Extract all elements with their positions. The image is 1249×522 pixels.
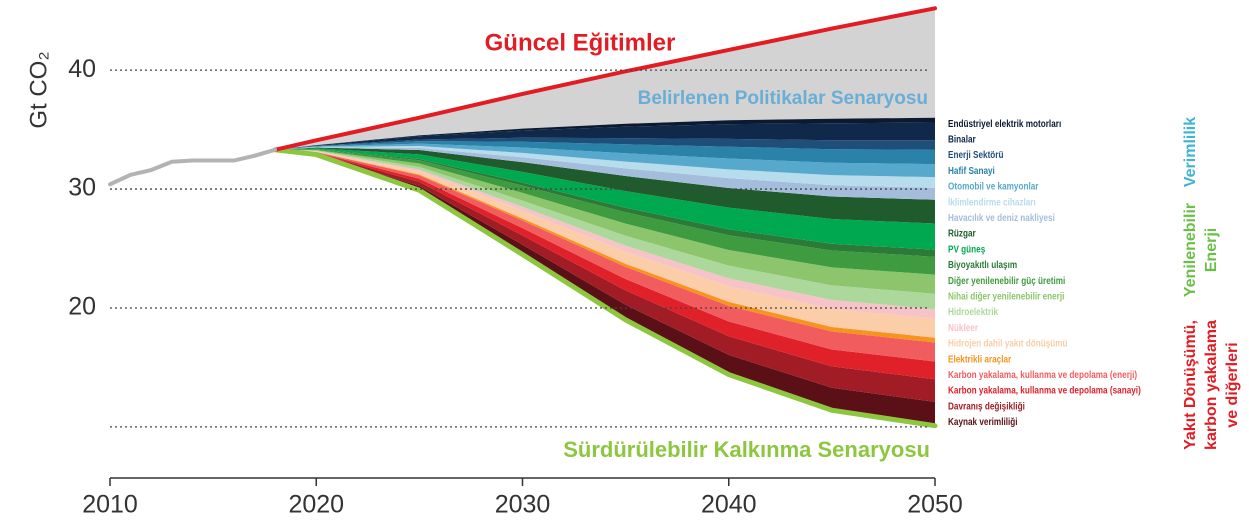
legend-label: Hafif Sanayi [948, 164, 995, 176]
wedge [275, 141, 935, 165]
legend-label: Otomobil ve kamyonlar [948, 180, 1039, 192]
legend-label: Rüzgar [948, 227, 976, 239]
wedge [275, 122, 935, 150]
x-tick-label: 2050 [907, 491, 963, 519]
legend-label: Karbon yakalama, kullanma ve depolama (s… [948, 384, 1141, 396]
wedge [275, 143, 935, 178]
x-tick-label: 2020 [288, 491, 344, 519]
sustainable-label: Sürdürülebilir Kalkınma Senaryosu [563, 437, 930, 462]
wedge [275, 149, 935, 275]
legend-label: Enerji Sektörü [948, 148, 1004, 160]
y-axis-label: Gt CO₂ [25, 51, 52, 128]
group-label: Enerji [1203, 228, 1220, 272]
wedge [275, 149, 935, 362]
legend-label: Biyoyakıtlı ulaşım [948, 258, 1017, 270]
legend-label: Diğer yenilenebilir güç üretimi [948, 274, 1065, 286]
group-label: karbon yakalama [1203, 320, 1220, 450]
wedge [275, 147, 935, 200]
group-label: Yakıt Dönüşümü, [1182, 320, 1199, 450]
history-line [108, 147, 277, 187]
current-trends-line [273, 6, 937, 152]
wedge [275, 117, 935, 150]
wedge [275, 149, 935, 294]
group-label: Verimlilik [1182, 117, 1199, 187]
x-tick-label: 2010 [82, 491, 138, 519]
wedge [275, 137, 935, 150]
y-tick-label: 30 [68, 174, 96, 202]
legend-label: İklimlendirme cihazları [948, 195, 1036, 207]
legend-label: Karbon yakalama, kullanma ve depolama (e… [948, 368, 1137, 380]
legend-label: Endüstriyel elektrik motorları [948, 117, 1061, 129]
x-tick-label: 2040 [701, 491, 757, 519]
legend-label: Nihai diğer yenilenebilir enerji [948, 289, 1064, 301]
legend: Endüstriyel elektrik motorları Binalar Ene… [948, 117, 1141, 428]
legend-label: Kaynak verimliliği [948, 415, 1018, 427]
wedge [275, 149, 935, 338]
legend-label: Elektrikli araçlar [948, 352, 1012, 364]
y-tick-label: 40 [68, 55, 96, 83]
group-label: Yenilenebilir [1182, 203, 1199, 297]
wedge [275, 149, 935, 380]
legend-label: Hidroelektrik [948, 305, 999, 317]
current-trends-label: Güncel Eğitimler [485, 29, 676, 56]
wedge [275, 147, 935, 224]
legend-label: Davranış değişikliği [948, 399, 1025, 411]
legend-label: Hidrojen dahil yakıt dönüşümü [948, 337, 1068, 349]
wedge [275, 148, 935, 250]
wedge [275, 149, 935, 310]
legend-label: PV güneş [948, 242, 985, 254]
wedge [275, 146, 935, 188]
wedge [275, 149, 935, 402]
legend-label: Nükleer [948, 321, 978, 333]
areas [108, 6, 938, 429]
wedge [275, 149, 935, 426]
x-tick-label: 2030 [495, 491, 551, 519]
sustainable-line [272, 147, 938, 429]
y-tick-label: 20 [68, 293, 96, 321]
legend-label: Binalar [948, 132, 976, 144]
wedge [275, 149, 935, 257]
stated-policies-label: Belirlenen Politikalar Senaryosu [638, 88, 928, 109]
group-label: ve diğerleri [1224, 342, 1241, 427]
legend-label: Havacılık ve deniz nakliyesi [948, 211, 1055, 223]
